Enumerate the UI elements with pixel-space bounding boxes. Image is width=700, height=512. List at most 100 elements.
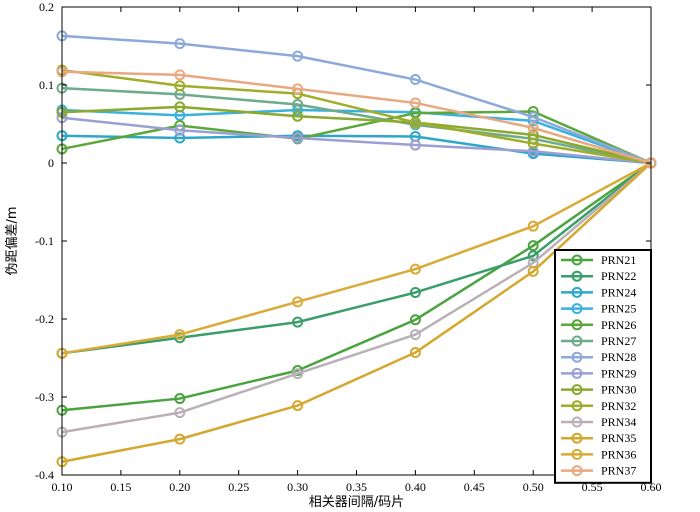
x-tick-label: 0.30 [287, 480, 308, 494]
legend-swatch-marker [571, 367, 583, 379]
legend-label: PRN24 [601, 285, 636, 299]
series-line [61, 34, 652, 165]
series-PRN32 [56, 64, 657, 169]
legend-label: PRN32 [601, 399, 636, 413]
series-line [61, 162, 652, 463]
legend-swatch-marker [571, 335, 583, 347]
data-point [527, 145, 539, 157]
legend-label: PRN27 [601, 334, 636, 348]
data-point [292, 316, 304, 328]
data-point [292, 132, 304, 144]
series-line [61, 162, 652, 434]
data-point [292, 83, 304, 95]
data-point [174, 393, 186, 405]
series-line [61, 86, 652, 165]
series-PRN35 [56, 157, 657, 468]
legend-label: PRN34 [601, 415, 636, 429]
y-tick-label: 0 [48, 156, 54, 170]
legend-swatch-marker [571, 432, 583, 444]
data-point [527, 265, 539, 277]
data-point [292, 99, 304, 110]
x-tick-label: 0.50 [523, 480, 544, 494]
series-line [61, 116, 652, 165]
series-line [61, 162, 652, 355]
y-tick-label: -0.1 [35, 234, 54, 248]
legend-label: PRN21 [601, 253, 636, 267]
series-PRN29 [56, 112, 657, 169]
legend-label: PRN36 [601, 447, 636, 461]
y-tick-label: 0.2 [39, 0, 54, 14]
data-point [527, 250, 539, 262]
x-tick-label: 0.15 [110, 480, 131, 494]
data-point [174, 132, 186, 144]
data-point [409, 139, 421, 151]
legend-label: PRN35 [601, 431, 636, 445]
data-point [292, 110, 304, 122]
x-tick-label: 0.10 [52, 480, 73, 494]
data-point [527, 220, 539, 232]
x-axis-label: 相关器间隔/码片 [309, 495, 404, 510]
legend-swatch-marker [571, 351, 583, 363]
legend-swatch-marker [571, 254, 583, 266]
series-line [61, 105, 652, 165]
data-point [409, 329, 421, 341]
legend-label: PRN29 [601, 366, 636, 380]
legend-label: PRN22 [601, 269, 636, 283]
legend-label: PRN37 [601, 464, 636, 478]
data-point [174, 124, 186, 136]
legend-swatch-marker [571, 286, 583, 298]
legend-swatch-marker [571, 319, 583, 331]
data-point [292, 296, 304, 308]
legend-swatch-marker [571, 270, 583, 282]
legend-swatch-marker [571, 448, 583, 460]
data-point [409, 286, 421, 298]
legend-swatch-marker [571, 384, 583, 396]
series-line [61, 110, 652, 165]
data-point [527, 240, 539, 252]
legend-swatch-marker [571, 303, 583, 315]
x-tick-label: 0.35 [346, 480, 367, 494]
series-line [61, 70, 652, 165]
data-point [174, 329, 186, 341]
legend: PRN21 PRN22 PRN24 PRN25 PRN26 PRN27 PRN28 PRN29… [554, 249, 652, 484]
legend-box [554, 249, 652, 484]
data-point [409, 74, 421, 86]
x-tick-label: 0.20 [169, 480, 190, 494]
legend-swatch-marker [571, 400, 583, 412]
data-point [409, 116, 421, 128]
data-point [527, 138, 539, 149]
legend-swatch-marker [571, 465, 583, 477]
data-point [527, 111, 539, 123]
legend-label: PRN25 [601, 302, 636, 316]
series-line [61, 161, 652, 355]
legend-label: PRN28 [601, 350, 636, 364]
data-point [292, 400, 304, 412]
data-point [527, 122, 539, 134]
series-line [61, 134, 652, 165]
data-point [409, 314, 421, 326]
data-point [174, 101, 186, 113]
y-tick-label: -0.4 [35, 468, 54, 482]
data-point [174, 69, 186, 81]
x-tick-label: 0.40 [405, 480, 426, 494]
y-tick-label: 0.1 [39, 78, 54, 92]
legend-swatch-marker [571, 416, 583, 428]
data-point [409, 97, 421, 109]
series-PRN28 [56, 30, 657, 169]
y-tick-label: -0.3 [35, 390, 54, 404]
y-tick-label: -0.2 [35, 312, 54, 326]
data-point [292, 50, 304, 62]
legend-label: PRN30 [601, 383, 636, 397]
data-point [409, 347, 421, 359]
data-point [174, 80, 186, 92]
data-point [292, 368, 304, 380]
series-line [61, 108, 652, 165]
data-point [409, 263, 421, 275]
y-axis-label: 伪距偏差/m [5, 206, 20, 275]
x-tick-label: 0.25 [228, 480, 249, 494]
y-axis-ticks: -0.4 -0.3 -0.2 -0.1 0 0.1 0.2 [35, 0, 651, 482]
series-line [61, 161, 652, 412]
data-point [174, 433, 186, 445]
data-point [174, 38, 186, 50]
